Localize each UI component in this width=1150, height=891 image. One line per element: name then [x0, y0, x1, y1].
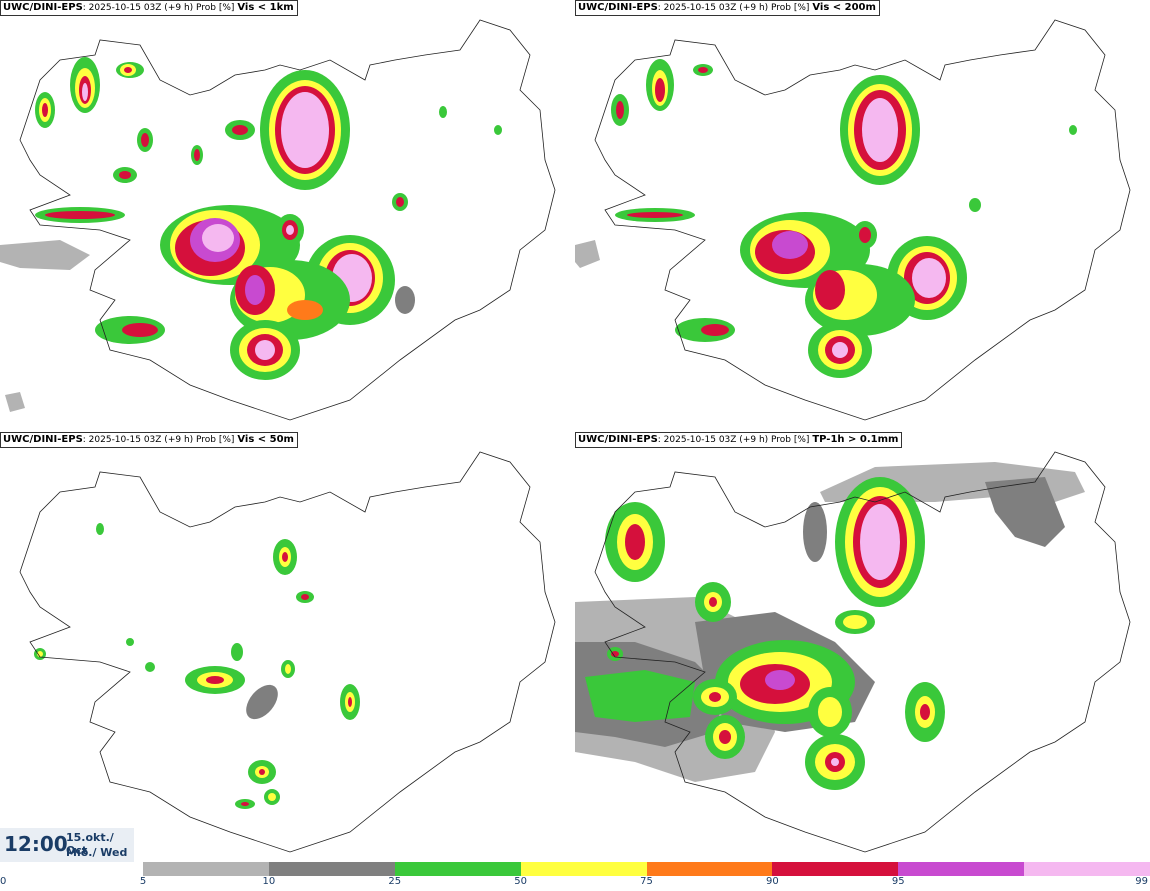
model-name: UWC/DINI-EPS [578, 2, 658, 13]
panel-title: UWC/DINI-EPS: 2025-10-15 03Z (+9 h) Prob… [0, 0, 298, 16]
variable-name: Vis < 1km [237, 2, 294, 13]
valid-weekday: Mið./ Wed [66, 846, 128, 859]
variable-name: Vis < 50m [237, 434, 294, 445]
legend-tick-label: 5 [139, 876, 147, 887]
legend-tick-label: 75 [640, 876, 653, 887]
map-panel-precip: UWC/DINI-EPS: 2025-10-15 03Z (+9 h) Prob… [575, 432, 1150, 864]
map-panel-vis-1km: UWC/DINI-EPS: 2025-10-15 03Z (+9 h) Prob… [0, 0, 575, 432]
valid-time-box: 12:00 15.okt./ Oct Mið./ Wed [0, 828, 134, 862]
run-info: : 2025-10-15 03Z (+9 h) Prob [%] [82, 3, 235, 13]
legend-tick-label: 0 [0, 876, 7, 887]
run-info: : 2025-10-15 03Z (+9 h) Prob [%] [657, 3, 810, 13]
legend-tick-label: 10 [262, 876, 276, 887]
legend-tick-label: 90 [766, 876, 779, 887]
legend-tick-label: 50 [514, 876, 527, 887]
map-panel-vis-200m: UWC/DINI-EPS: 2025-10-15 03Z (+9 h) Prob… [575, 0, 1150, 432]
prob-field [0, 57, 502, 412]
panel-title: UWC/DINI-EPS: 2025-10-15 03Z (+9 h) Prob… [0, 432, 298, 448]
run-info: : 2025-10-15 03Z (+9 h) Prob [%] [82, 435, 235, 445]
iceland-map [575, 451, 1131, 853]
valid-date: 15.okt./ Oct [66, 831, 114, 857]
legend-swatch [772, 862, 899, 876]
color-legend [143, 862, 1150, 876]
legend-swatch [268, 862, 395, 876]
legend-tick-label: 25 [388, 876, 402, 887]
valid-time: 12:00 [4, 832, 68, 856]
panel-title: UWC/DINI-EPS: 2025-10-15 03Z (+9 h) Prob… [575, 0, 880, 16]
iceland-map [575, 19, 1131, 421]
legend-swatch [646, 862, 773, 876]
variable-name: Vis < 200m [812, 2, 876, 13]
legend-swatch [143, 862, 269, 876]
variable-name: TP-1h > 0.1mm [812, 434, 899, 445]
iceland-map [0, 19, 556, 421]
iceland-map [19, 451, 556, 853]
legend-tick-label: 95 [891, 876, 905, 887]
legend-swatch [1024, 862, 1150, 876]
legend-ticks: 0 5 10 25 50 75 90 95 99 [0, 876, 1150, 890]
legend-tick-label: 99 [1135, 876, 1148, 887]
legend-swatch [394, 862, 521, 876]
panel-title: UWC/DINI-EPS: 2025-10-15 03Z (+9 h) Prob… [575, 432, 903, 448]
prob-field [575, 462, 1085, 790]
model-name: UWC/DINI-EPS [3, 434, 83, 445]
model-name: UWC/DINI-EPS [3, 2, 83, 13]
legend-swatch [520, 862, 647, 876]
run-info: : 2025-10-15 03Z (+9 h) Prob [%] [657, 435, 810, 445]
prob-field [34, 523, 360, 809]
model-name: UWC/DINI-EPS [578, 434, 658, 445]
prob-field [575, 59, 1077, 378]
map-panel-vis-50m: UWC/DINI-EPS: 2025-10-15 03Z (+9 h) Prob… [0, 432, 575, 864]
legend-swatch [898, 862, 1025, 876]
